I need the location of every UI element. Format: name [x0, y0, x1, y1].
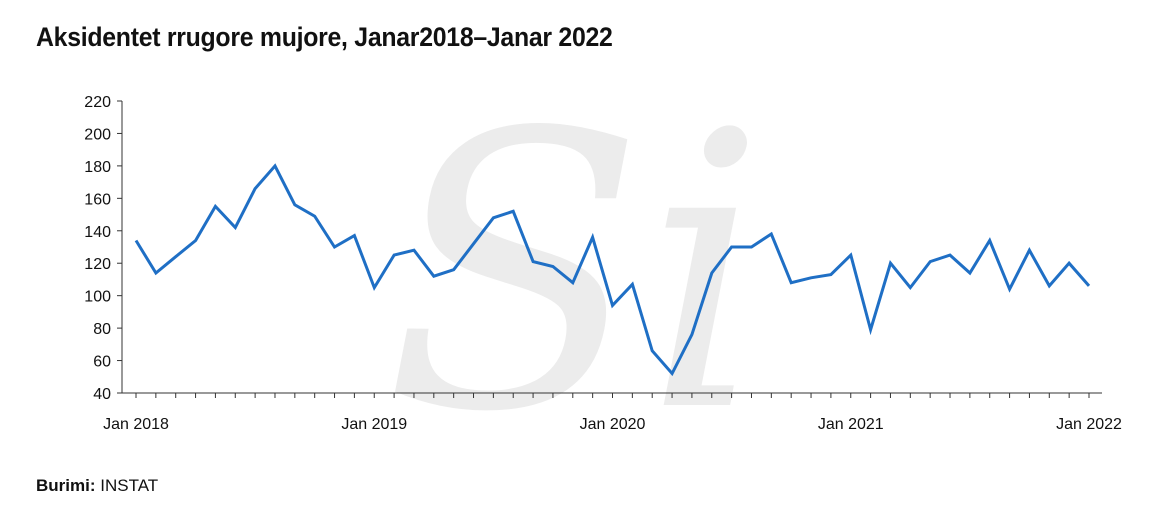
y-tick-label: 60 [93, 354, 111, 371]
x-tick-label: Jan 2021 [818, 416, 884, 433]
y-tick-label: 120 [84, 256, 111, 273]
chart-title: Aksidentet rrugore mujore, Janar2018–Jan… [36, 22, 613, 52]
x-axis-ticks: Jan 2018 Jan 2019 Jan 2020 Jan 2021 Jan 2022 [103, 393, 1122, 433]
y-tick-label: 220 [84, 94, 111, 111]
source-note: Burimi: INSTAT [36, 476, 158, 496]
y-tick-label: 80 [93, 321, 111, 338]
x-tick-label: Jan 2020 [580, 416, 646, 433]
y-tick-label: 200 [84, 126, 111, 143]
y-tick-label: 160 [84, 191, 111, 208]
y-tick-label: 40 [93, 386, 111, 403]
y-tick-label: 180 [84, 159, 111, 176]
series-line [134, 163, 1091, 377]
x-tick-label: Jan 2018 [103, 416, 169, 433]
source-value: INSTAT [100, 476, 159, 495]
y-axis-ticks: 40 60 80 100 120 140 160 180 200 220 [84, 94, 122, 403]
watermark-text: Si [384, 52, 766, 495]
x-tick-label: Jan 2022 [1056, 416, 1122, 433]
source-label: Burimi: [36, 476, 96, 495]
watermark-logo: Si [384, 52, 766, 495]
y-tick-label: 100 [84, 289, 111, 306]
y-tick-label: 140 [84, 224, 111, 241]
series-group [134, 163, 1091, 377]
x-tick-label: Jan 2019 [341, 416, 407, 433]
